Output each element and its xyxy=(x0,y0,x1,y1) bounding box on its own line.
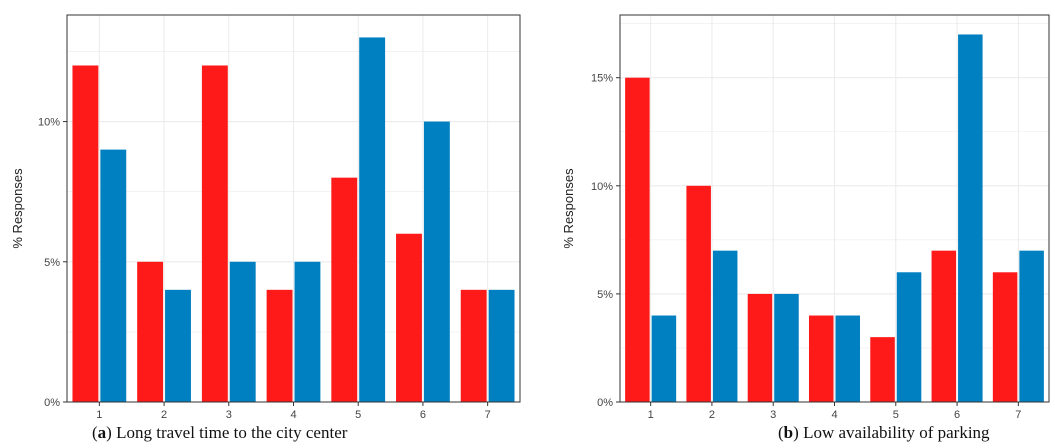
chart-b-x-tick-label: 3 xyxy=(770,409,776,421)
chart-b-bar-s1-6 xyxy=(931,250,957,402)
caption-b-text: Low availability of parking xyxy=(803,423,990,442)
chart-a-bar-s2-1 xyxy=(100,149,127,402)
chart-a-x-tick-label: 3 xyxy=(226,409,232,421)
chart-a-bar-s2-3 xyxy=(229,261,256,402)
chart-a-x-tick-label: 7 xyxy=(485,409,491,421)
chart-b-bar-s1-5 xyxy=(870,337,895,402)
chart-b-bar-s1-3 xyxy=(747,293,773,402)
caption-a: (a) Long travel time to the city center xyxy=(92,423,348,442)
chart-b-bar-s1-2 xyxy=(686,185,711,402)
chart-b-y-tick-label: 15% xyxy=(591,73,613,85)
chart-a-bar-s2-7 xyxy=(488,289,515,402)
chart-a-y-axis-label: % Responses xyxy=(10,168,25,249)
chart-b-bar-s2-2 xyxy=(712,250,738,402)
caption-a-letter: a xyxy=(97,423,107,442)
chart-a-bar-s1-1 xyxy=(72,65,99,402)
chart-a-bar-s1-5 xyxy=(331,177,358,402)
caption-a-text: Long travel time to the city center xyxy=(116,423,348,442)
caption-b-letter: b xyxy=(783,423,794,442)
chart-b-bar-s2-5 xyxy=(896,272,922,402)
chart-b-x-tick-label: 1 xyxy=(648,409,654,421)
chart-a-bar-s1-2 xyxy=(137,261,164,402)
chart-a-bar-s2-2 xyxy=(165,289,191,402)
chart-b-x-tick-label: 2 xyxy=(709,409,715,421)
chart-a-bar-s2-5 xyxy=(359,37,386,402)
chart-b-y-tick-label: 0% xyxy=(597,397,613,409)
chart-a: 0% 5% 10% 1 2 3 4 5 6 7 % Responses xyxy=(10,14,521,421)
chart-a-bar-s1-7 xyxy=(460,289,487,402)
chart-b-bar-s2-6 xyxy=(958,34,983,402)
chart-b-y-axis-label: % Responses xyxy=(561,168,576,249)
chart-a-x-tick-label: 6 xyxy=(420,409,426,421)
chart-b-y-tick-label: 10% xyxy=(591,181,613,193)
chart-b-bar-s2-1 xyxy=(651,315,677,402)
chart-a-x-tick-label: 4 xyxy=(290,409,296,421)
chart-a-bar-s1-4 xyxy=(266,289,293,402)
chart-b-bar-s1-7 xyxy=(992,272,1018,402)
chart-a-y-tick-label: 5% xyxy=(44,257,60,269)
chart-b-x-tick-label: 5 xyxy=(893,409,899,421)
chart-b-y-tick-label: 5% xyxy=(597,289,613,301)
caption-b: (b) Low availability of parking xyxy=(778,423,990,442)
chart-a-x-tick-label: 1 xyxy=(96,409,102,421)
chart-a-bar-s2-6 xyxy=(423,121,450,402)
chart-b-bar-s1-4 xyxy=(808,315,834,402)
chart-b: 0% 5% 10% 15% 1 2 3 4 5 6 7 % Responses xyxy=(561,14,1050,421)
chart-a-bar-s1-6 xyxy=(396,233,422,402)
chart-b-x-tick-label: 7 xyxy=(1015,409,1021,421)
chart-b-bar-s1-1 xyxy=(625,77,650,402)
chart-b-bar-s2-3 xyxy=(774,293,799,402)
chart-a-x-tick-label: 2 xyxy=(161,409,167,421)
chart-b-bar-s2-4 xyxy=(835,315,861,402)
chart-b-x-tick-label: 6 xyxy=(954,409,960,421)
chart-a-bar-s1-3 xyxy=(201,65,228,402)
chart-a-x-tick-label: 5 xyxy=(355,409,361,421)
chart-a-y-tick-label: 0% xyxy=(44,397,60,409)
chart-a-y-tick-label: 10% xyxy=(38,117,60,129)
chart-a-bar-s2-4 xyxy=(294,261,321,402)
chart-b-x-tick-label: 4 xyxy=(831,409,837,421)
chart-b-bar-s2-7 xyxy=(1019,250,1044,402)
